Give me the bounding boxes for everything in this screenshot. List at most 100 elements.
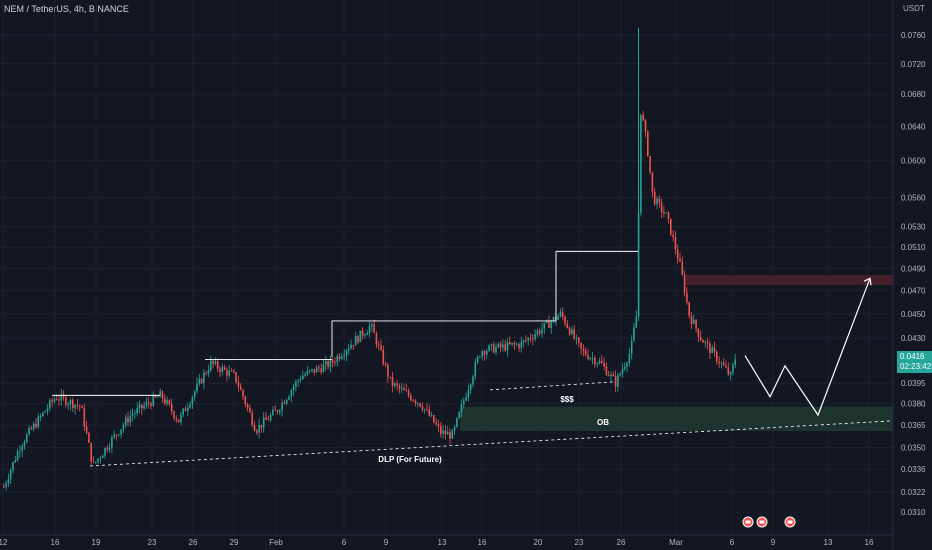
candle <box>571 329 573 335</box>
event-icon-glyph <box>787 520 793 524</box>
candle <box>442 430 444 434</box>
candle <box>396 383 398 386</box>
candle <box>647 131 649 157</box>
candle <box>626 362 628 367</box>
candle <box>545 320 548 323</box>
candle <box>601 360 603 364</box>
y-tick-label: 0.0760 <box>901 31 926 40</box>
candle <box>578 337 580 343</box>
annotation-label: $$$ <box>560 395 574 404</box>
candle <box>311 369 313 371</box>
candle <box>37 416 40 428</box>
candle <box>465 397 467 401</box>
candle <box>44 411 46 413</box>
candle <box>352 344 355 346</box>
candle <box>198 378 201 384</box>
event-markers <box>742 516 796 528</box>
candle <box>366 332 368 335</box>
candle <box>391 377 394 387</box>
candle <box>354 336 357 346</box>
candle <box>19 450 21 452</box>
candle <box>228 370 230 376</box>
candle <box>642 114 644 121</box>
annotation-label: OB <box>597 418 609 427</box>
candle <box>373 324 375 334</box>
event-icon-glyph <box>759 520 765 524</box>
candle <box>216 361 219 369</box>
candle <box>532 338 534 340</box>
x-tick-label: 9 <box>384 538 389 547</box>
candle <box>285 399 288 404</box>
candle <box>672 234 674 237</box>
candle <box>180 414 182 423</box>
y-tick-label: 0.0430 <box>901 334 926 343</box>
candle <box>35 423 37 428</box>
candle <box>709 343 711 354</box>
candle <box>49 400 51 409</box>
candle <box>428 409 431 416</box>
chart-grid <box>0 0 893 535</box>
candle <box>131 414 134 416</box>
candle <box>403 388 405 391</box>
y-tick-label: 0.0600 <box>901 157 926 166</box>
candle <box>313 369 316 373</box>
candle <box>258 424 260 433</box>
candle <box>251 412 253 425</box>
y-tick-label: 0.0470 <box>901 287 926 296</box>
candle <box>444 430 447 435</box>
candle <box>479 356 481 358</box>
candle <box>729 372 732 375</box>
candle <box>591 357 594 359</box>
candle <box>78 405 81 407</box>
y-tick-label: 0.0560 <box>901 193 926 202</box>
candle <box>472 376 474 385</box>
candle <box>603 363 605 367</box>
candle <box>426 409 428 410</box>
y-tick-label: 0.0310 <box>901 508 926 517</box>
last-price-value: 0.0416 <box>900 352 925 361</box>
candle <box>649 156 651 173</box>
candle <box>76 404 79 406</box>
candle <box>497 343 500 348</box>
candle <box>72 400 74 409</box>
candle <box>384 363 387 365</box>
candle <box>244 396 247 405</box>
candle <box>62 394 65 398</box>
candle <box>28 428 30 435</box>
candle <box>141 404 143 409</box>
candle <box>398 385 401 389</box>
x-tick-label: 6 <box>342 538 347 547</box>
candle <box>26 434 28 443</box>
candle <box>683 274 686 293</box>
candle <box>713 347 716 352</box>
candle <box>440 426 442 434</box>
y-tick-label: 0.0640 <box>901 122 926 131</box>
candle <box>124 417 127 426</box>
x-tick-label: 6 <box>730 538 735 547</box>
candle <box>421 406 424 410</box>
candle <box>92 461 95 463</box>
candle <box>297 380 299 382</box>
y-tick-label: 0.0336 <box>901 465 926 474</box>
candle <box>653 191 656 205</box>
candle <box>343 355 345 357</box>
candle <box>207 370 210 374</box>
x-tick-label: 13 <box>824 538 833 547</box>
candle <box>502 344 504 348</box>
candle <box>511 343 513 345</box>
y-tick-label: 0.0720 <box>901 60 926 69</box>
candle <box>575 337 578 339</box>
candle <box>693 319 695 324</box>
y-tick-label: 0.0322 <box>901 488 926 497</box>
candle <box>483 351 486 355</box>
candle <box>460 404 463 412</box>
candle <box>380 345 382 350</box>
candle <box>173 411 175 418</box>
candle <box>32 423 35 430</box>
candle <box>327 361 329 368</box>
candle <box>90 442 92 462</box>
candle <box>184 408 187 411</box>
candles <box>3 28 736 491</box>
candle <box>111 437 113 448</box>
